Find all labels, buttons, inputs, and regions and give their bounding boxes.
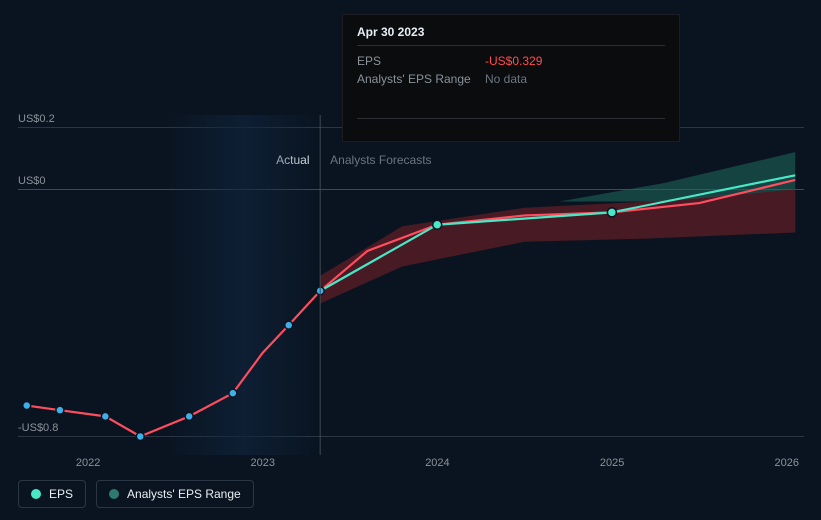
tooltip-row-value: No data (485, 72, 527, 86)
legend-swatch-icon (109, 489, 119, 499)
legend-item-eps[interactable]: EPS (18, 480, 86, 508)
legend-swatch-icon (31, 489, 41, 499)
tooltip-row-value: -US$0.329 (485, 54, 542, 68)
legend-item-label: EPS (49, 487, 73, 501)
tooltip-row: EPS -US$0.329 (357, 52, 665, 70)
x-tick-label-4: 2026 (775, 457, 799, 469)
chart-tooltip: Apr 30 2023 EPS -US$0.329 Analysts' EPS … (342, 14, 680, 142)
tooltip-row: Analysts' EPS Range No data (357, 70, 665, 88)
x-tick-label-0: 2022 (76, 457, 100, 469)
tooltip-row-label: Analysts' EPS Range (357, 72, 485, 86)
chart-legend: EPS Analysts' EPS Range (18, 480, 254, 508)
tooltip-divider (357, 118, 665, 119)
x-tick-label-2: 2024 (425, 457, 449, 469)
tooltip-title: Apr 30 2023 (357, 25, 665, 46)
x-tick-label-3: 2025 (600, 457, 624, 469)
x-tick-label-1: 2023 (251, 457, 275, 469)
legend-item-range[interactable]: Analysts' EPS Range (96, 480, 254, 508)
eps-chart[interactable]: US$0.2 US$0 -US$0.8 2022 2023 2024 2025 … (18, 115, 804, 455)
tooltip-row-label: EPS (357, 54, 485, 68)
legend-item-label: Analysts' EPS Range (127, 487, 241, 501)
chart-svg (18, 115, 804, 455)
